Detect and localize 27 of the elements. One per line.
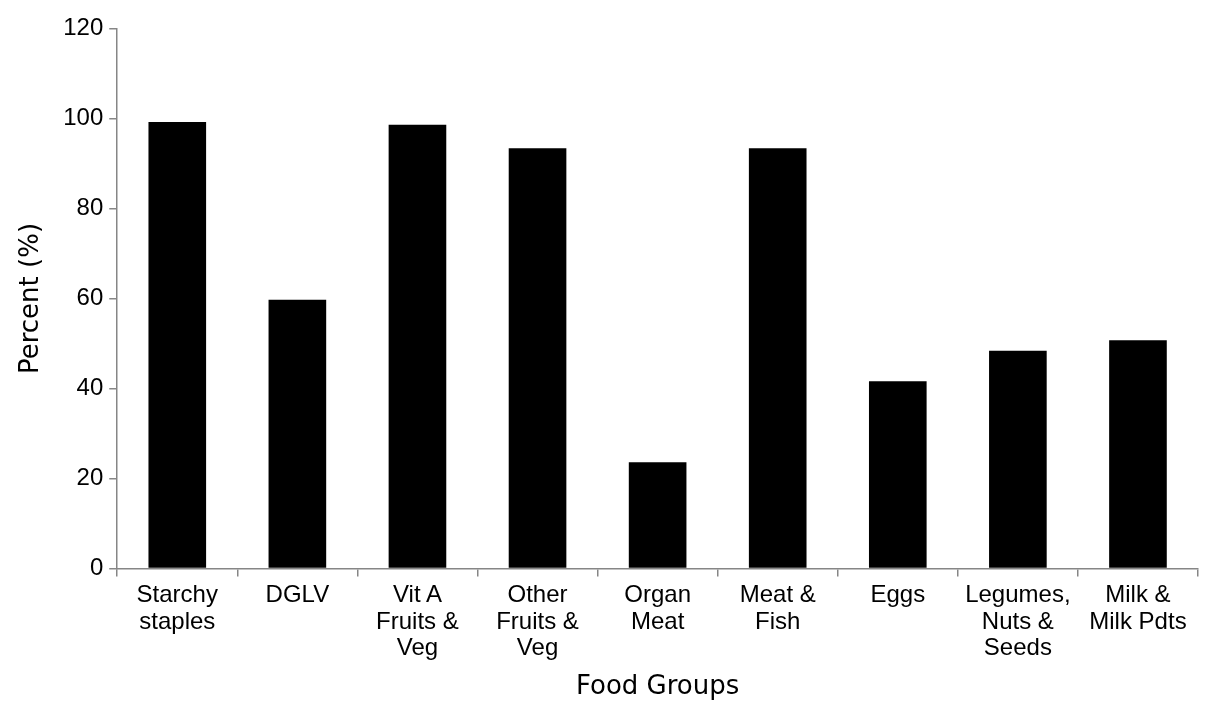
x-tick-label: Organ Meat	[624, 580, 691, 634]
x-axis-title: Food Groups	[575, 670, 740, 701]
x-tick-label: Vit A Fruits & Veg	[376, 580, 459, 661]
x-tick-label: Starchy staples	[136, 580, 218, 634]
bar	[388, 124, 447, 568]
x-tick-label: Eggs	[870, 580, 926, 608]
x-tick-label: Milk & Milk Pdts	[1089, 580, 1187, 634]
y-tick-label: 100	[63, 103, 104, 131]
y-tick-label: 20	[76, 463, 104, 491]
y-tick-label: 0	[89, 553, 104, 581]
bar	[508, 148, 567, 568]
bar	[1109, 340, 1167, 568]
y-tick-label: 120	[63, 13, 104, 41]
y-tick-label: 40	[76, 373, 104, 401]
y-axis-title: Percent (%)	[14, 222, 45, 375]
x-tick-label: Legumes, Nuts & Seeds	[965, 580, 1071, 661]
bar	[868, 381, 927, 568]
bar	[268, 299, 327, 568]
bar	[148, 122, 207, 568]
bar	[748, 148, 807, 568]
y-tick-label: 80	[76, 193, 104, 221]
x-tick-label: Other Fruits & Veg	[496, 580, 579, 661]
x-tick-label: DGLV	[265, 580, 330, 608]
x-tick-label: Meat & Fish	[739, 580, 816, 634]
bar	[989, 350, 1047, 568]
bar	[628, 462, 687, 568]
y-tick-label: 60	[76, 283, 104, 311]
